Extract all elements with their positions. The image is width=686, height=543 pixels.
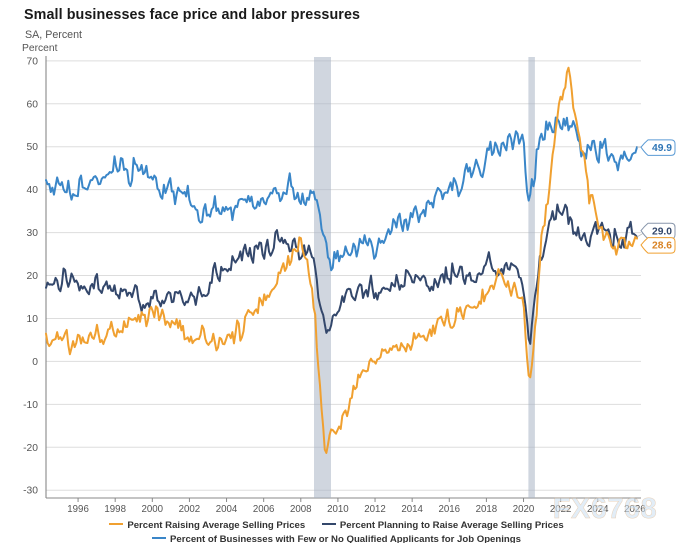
svg-text:10: 10 [27,314,39,325]
svg-text:2012: 2012 [364,504,386,515]
svg-text:2010: 2010 [327,504,349,515]
svg-text:2018: 2018 [476,504,498,515]
svg-text:30: 30 [27,228,39,239]
svg-text:1998: 1998 [104,504,126,515]
svg-text:50: 50 [27,142,39,153]
svg-text:70: 70 [27,56,39,67]
svg-text:2014: 2014 [401,504,423,515]
svg-text:2002: 2002 [179,504,201,515]
svg-text:49.9: 49.9 [652,143,672,154]
svg-text:29.0: 29.0 [652,226,672,237]
svg-text:40: 40 [27,185,39,196]
svg-text:2008: 2008 [290,504,312,515]
svg-text:2020: 2020 [513,504,535,515]
svg-text:-30: -30 [23,486,38,497]
svg-text:60: 60 [27,99,39,110]
svg-text:2006: 2006 [253,504,275,515]
svg-text:2004: 2004 [216,504,238,515]
svg-text:-10: -10 [23,400,38,411]
svg-text:2016: 2016 [438,504,460,515]
svg-text:1996: 1996 [67,504,89,515]
svg-text:0: 0 [32,357,38,368]
svg-text:2000: 2000 [142,504,164,515]
svg-text:28.6: 28.6 [652,241,672,252]
svg-text:20: 20 [27,271,39,282]
svg-text:-20: -20 [23,443,38,454]
